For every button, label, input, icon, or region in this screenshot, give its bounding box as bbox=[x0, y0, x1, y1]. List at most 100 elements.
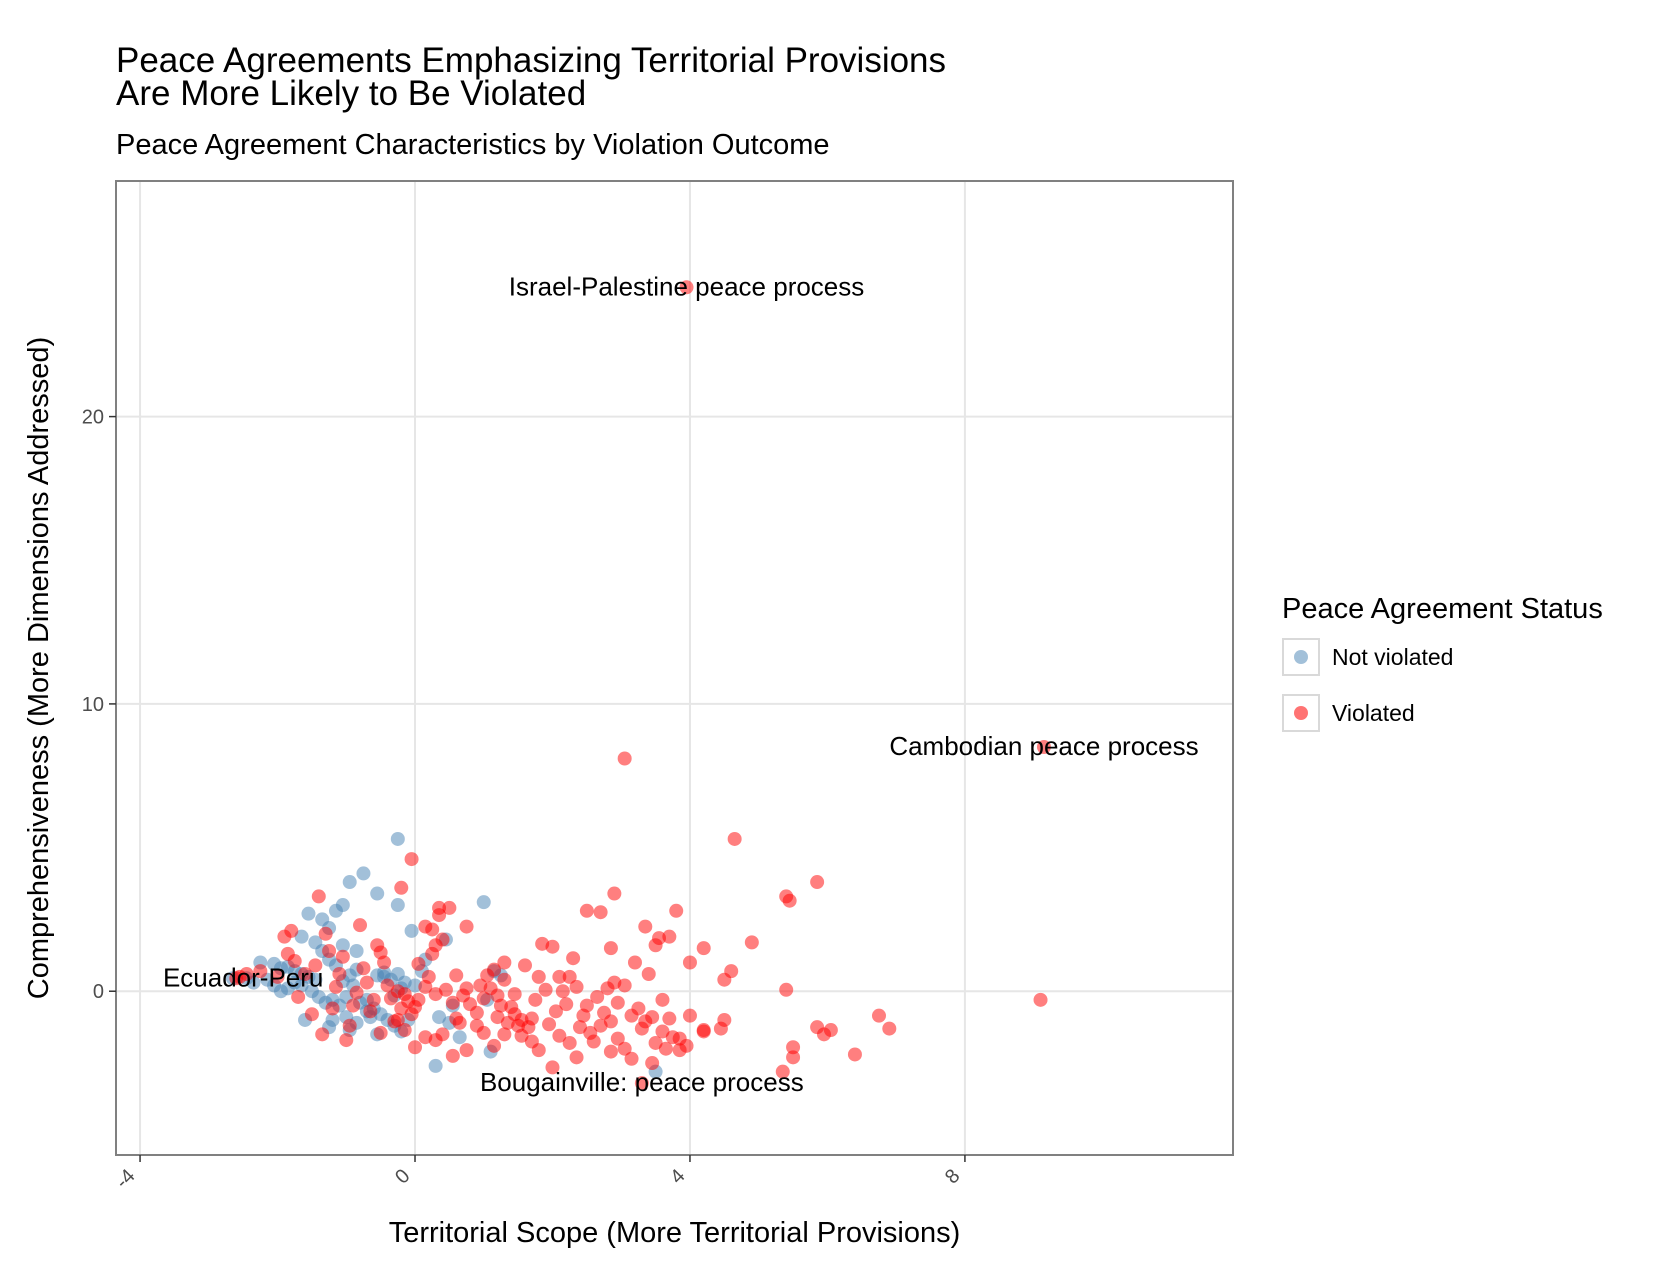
legend-label-violated: Violated bbox=[1332, 699, 1415, 726]
point-violated bbox=[786, 1040, 801, 1055]
point-violated bbox=[641, 966, 656, 981]
point-violated bbox=[418, 979, 433, 994]
point-violated bbox=[411, 956, 426, 971]
point-violated bbox=[459, 919, 474, 934]
point-violated bbox=[353, 918, 368, 933]
point-violated bbox=[253, 964, 268, 979]
point-violated bbox=[291, 989, 306, 1004]
point-violated bbox=[497, 955, 512, 970]
point-violated bbox=[435, 1027, 450, 1042]
point-not-violated bbox=[294, 978, 309, 993]
y-axis-label: Comprehensiveness (More Dimensions Addre… bbox=[23, 337, 55, 999]
point-violated bbox=[394, 880, 409, 895]
chart-subtitle: Peace Agreement Characteristics by Viola… bbox=[116, 129, 830, 161]
legend-key-not-violated bbox=[1282, 638, 1320, 676]
point-violated bbox=[304, 1007, 319, 1022]
point-violated bbox=[425, 946, 440, 961]
point-violated bbox=[359, 975, 374, 990]
annotation-label: Cambodian peace process bbox=[889, 731, 1198, 761]
point-violated bbox=[428, 987, 443, 1002]
y-tick-label: 20 bbox=[82, 407, 104, 429]
legend-item-not-violated: Not violated bbox=[1282, 632, 1603, 682]
point-violated bbox=[655, 992, 670, 1007]
point-violated bbox=[545, 1060, 560, 1075]
annotations: Israel-Palestine peace process Cambodian … bbox=[163, 271, 1199, 1097]
point-violated bbox=[576, 1008, 591, 1023]
point-violated bbox=[610, 1031, 625, 1046]
point-violated bbox=[552, 1028, 567, 1043]
point-violated bbox=[655, 1024, 670, 1039]
point-violated bbox=[528, 992, 543, 1007]
point-violated bbox=[645, 1056, 660, 1071]
point-violated bbox=[476, 1025, 491, 1040]
point-violated bbox=[370, 938, 385, 953]
point-violated bbox=[617, 751, 632, 766]
x-tick-label: 8 bbox=[941, 1165, 964, 1188]
point-not-violated bbox=[349, 944, 364, 959]
point-violated bbox=[366, 992, 381, 1007]
point-violated bbox=[277, 929, 292, 944]
point-violated bbox=[817, 1027, 832, 1042]
point-violated bbox=[504, 1000, 519, 1015]
point-violated bbox=[442, 900, 457, 915]
point-violated bbox=[322, 944, 337, 959]
point-violated bbox=[497, 972, 512, 987]
point-violated bbox=[497, 1027, 512, 1042]
point-violated bbox=[229, 971, 244, 986]
point-not-violated bbox=[408, 978, 423, 993]
point-violated bbox=[490, 1010, 505, 1025]
point-violated bbox=[339, 1033, 354, 1048]
point-violated bbox=[672, 1043, 687, 1058]
point-violated bbox=[1036, 740, 1051, 755]
point-violated bbox=[363, 1004, 378, 1019]
point-violated bbox=[517, 958, 532, 973]
point-violated bbox=[634, 1021, 649, 1036]
point-violated bbox=[270, 969, 285, 984]
point-violated bbox=[356, 961, 371, 976]
x-tick-label: 4 bbox=[666, 1165, 689, 1188]
point-violated bbox=[548, 1004, 563, 1019]
point-violated bbox=[473, 978, 488, 993]
point-violated bbox=[555, 984, 570, 999]
point-violated bbox=[696, 1023, 711, 1038]
point-violated bbox=[607, 886, 622, 901]
point-violated bbox=[572, 1020, 587, 1035]
point-violated bbox=[349, 985, 364, 1000]
point-violated bbox=[531, 1043, 546, 1058]
chart-title-line-1: Peace Agreements Emphasizing Territorial… bbox=[116, 41, 947, 80]
point-not-violated bbox=[342, 875, 357, 890]
point-violated bbox=[318, 926, 333, 941]
point-violated bbox=[445, 1048, 460, 1063]
point-violated bbox=[617, 1041, 632, 1056]
point-violated bbox=[531, 969, 546, 984]
point-violated bbox=[603, 941, 618, 956]
legend-dot-not-violated bbox=[1294, 650, 1308, 664]
data-points bbox=[225, 280, 1051, 1091]
point-not-violated bbox=[390, 898, 405, 913]
point-violated bbox=[662, 1011, 677, 1026]
point-not-violated bbox=[404, 923, 419, 938]
point-violated bbox=[380, 978, 395, 993]
point-violated bbox=[603, 1014, 618, 1029]
legend: Peace Agreement Status Not violated Viol… bbox=[1282, 592, 1603, 738]
annotation-label: Bougainville: peace process bbox=[480, 1067, 804, 1097]
point-violated bbox=[480, 968, 495, 983]
legend-item-violated: Violated bbox=[1282, 688, 1603, 738]
point-violated bbox=[404, 1007, 419, 1022]
point-violated bbox=[658, 1041, 673, 1056]
point-violated bbox=[500, 1015, 515, 1030]
point-violated bbox=[311, 889, 326, 904]
point-violated bbox=[786, 1050, 801, 1065]
point-violated bbox=[394, 1001, 409, 1016]
point-violated bbox=[744, 935, 759, 950]
point-violated bbox=[459, 981, 474, 996]
point-violated bbox=[449, 1011, 464, 1026]
point-violated bbox=[665, 1030, 680, 1045]
point-violated bbox=[847, 1047, 862, 1062]
point-violated bbox=[535, 936, 550, 951]
point-violated bbox=[308, 958, 323, 973]
x-axis-label: Territorial Scope (More Territorial Prov… bbox=[389, 1217, 961, 1249]
point-violated bbox=[569, 1050, 584, 1065]
point-violated bbox=[449, 968, 464, 983]
